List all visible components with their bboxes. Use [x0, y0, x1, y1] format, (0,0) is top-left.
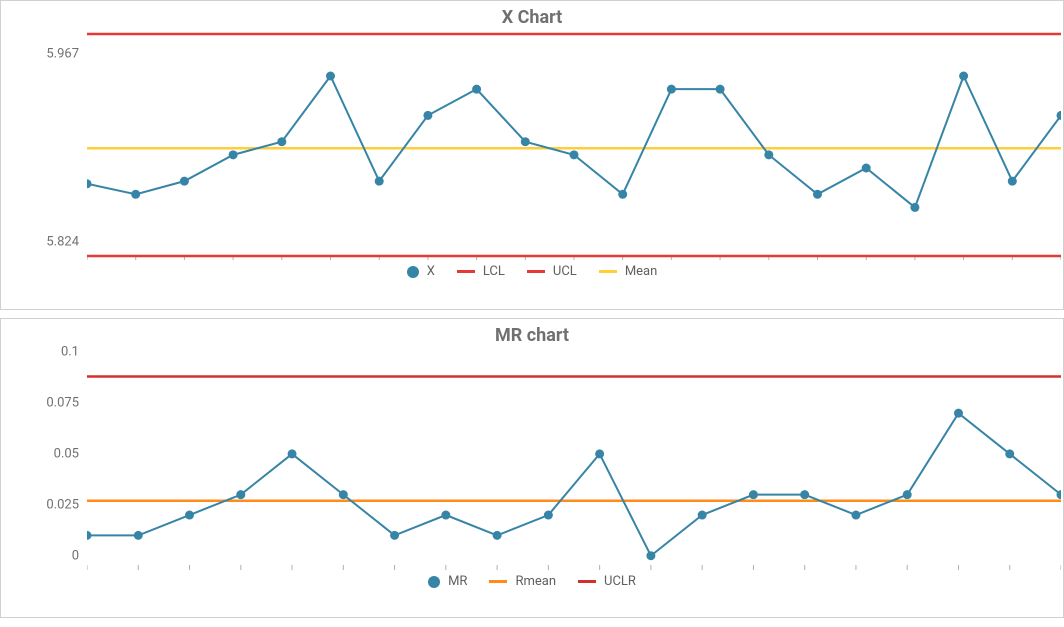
legend-item[interactable]: MR — [428, 574, 467, 589]
legend-label: UCL — [553, 264, 577, 279]
legend-item[interactable]: UCLR — [578, 574, 636, 589]
legend-swatch-marker — [407, 266, 419, 278]
legend-item[interactable]: Mean — [599, 264, 658, 279]
legend-item[interactable]: Rmean — [489, 574, 556, 589]
x-chart-plot-wrap: 5.824 5.967 — [1, 30, 1063, 260]
y-axis-label: 0 — [72, 548, 87, 563]
x-chart-plot-area: 5.8245.967 — [87, 30, 1064, 260]
legend-swatch-line — [457, 270, 475, 273]
legend-label: UCLR — [604, 574, 636, 589]
y-axis-label: 5.824 — [46, 234, 87, 249]
y-axis-label: 0.1 — [61, 345, 87, 360]
legend-label: MR — [448, 574, 467, 589]
legend-label: X — [427, 264, 435, 279]
x-chart-title: X Chart — [1, 7, 1063, 28]
legend-label: Mean — [625, 264, 658, 279]
mr-chart-plot-area: 00.0250.050.0750.1 — [87, 348, 1064, 570]
legend-item[interactable]: X — [407, 264, 435, 279]
legend-swatch-line — [578, 580, 596, 583]
x-chart-svg — [87, 30, 1061, 260]
y-axis-label: 5.967 — [46, 46, 87, 61]
legend-item[interactable]: LCL — [457, 264, 505, 279]
x-chart-legend: X LCL UCL Mean — [1, 260, 1063, 285]
legend-label: Rmean — [515, 574, 556, 589]
legend-swatch-line — [489, 580, 507, 583]
x-chart-panel: X Chart 5.824 5.967 X LCL UCL Mean — [0, 0, 1064, 310]
mr-chart-svg — [87, 348, 1061, 570]
y-axis-label: 0.05 — [54, 446, 87, 461]
legend-swatch-line — [599, 270, 617, 273]
legend-swatch-line — [527, 270, 545, 273]
mr-chart-plot-wrap: 0 0.025 0.05 0.075 0.1 — [1, 348, 1063, 570]
legend-item[interactable]: UCL — [527, 264, 577, 279]
mr-chart-panel: MR chart 0 0.025 0.05 0.075 0.1 MR Rmean UCLR — [0, 318, 1064, 618]
legend-label: LCL — [483, 264, 505, 279]
mr-chart-legend: MR Rmean UCLR — [1, 570, 1063, 595]
mr-chart-title: MR chart — [1, 325, 1063, 346]
page: X Chart 5.824 5.967 X LCL UCL Mean MR chart … — [0, 0, 1064, 627]
y-axis-label: 0.025 — [46, 497, 87, 512]
y-axis-label: 0.075 — [46, 395, 87, 410]
legend-swatch-marker — [428, 576, 440, 588]
